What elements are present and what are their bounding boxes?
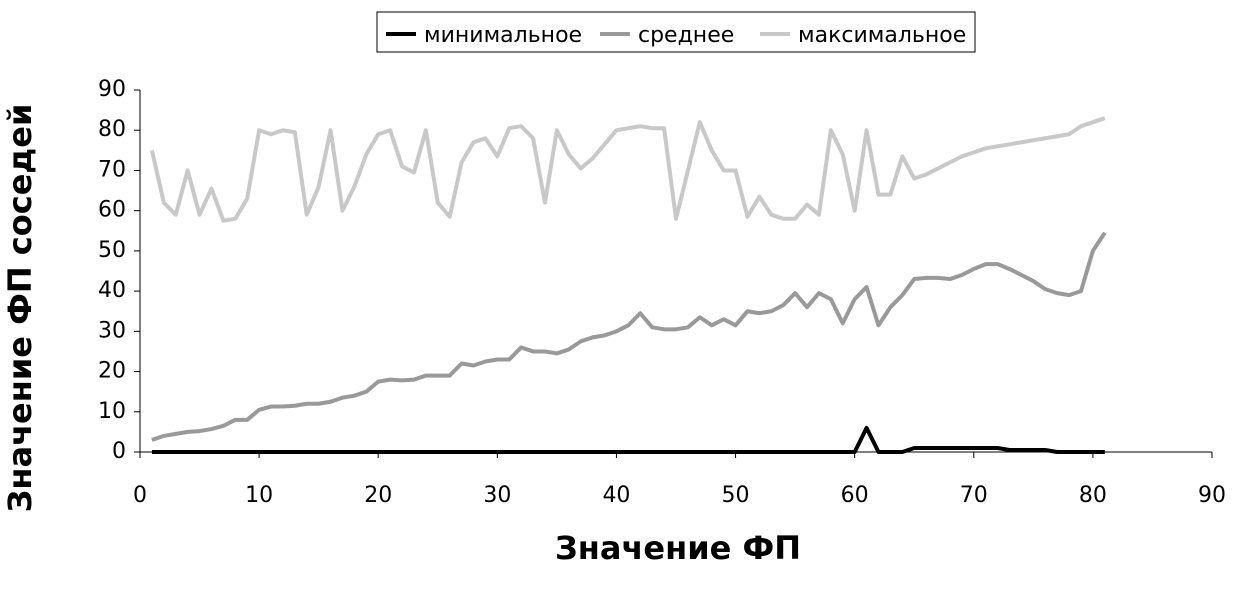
x-tick-label: 0 xyxy=(133,483,147,508)
x-axis-label: Значение ФП xyxy=(555,529,801,567)
x-tick-label: 20 xyxy=(364,483,392,508)
y-tick-label: 0 xyxy=(112,439,126,464)
x-tick-label: 80 xyxy=(1079,483,1107,508)
x-tick-label: 30 xyxy=(483,483,511,508)
y-tick-label: 30 xyxy=(98,318,126,343)
y-tick-label: 60 xyxy=(98,198,126,223)
y-tick-label: 70 xyxy=(98,157,126,182)
y-tick-label: 90 xyxy=(98,77,126,102)
legend-box xyxy=(376,11,976,53)
y-tick-label: 80 xyxy=(98,117,126,142)
legend-label: минимальное xyxy=(424,23,582,48)
x-tick-label: 50 xyxy=(722,483,750,508)
legend-label: среднее xyxy=(638,23,734,48)
x-tick-label: 40 xyxy=(602,483,630,508)
x-tick-label: 60 xyxy=(841,483,869,508)
y-tick-label: 10 xyxy=(98,399,126,424)
x-tick-label: 70 xyxy=(960,483,988,508)
series-line xyxy=(151,425,1105,454)
y-tick-label: 40 xyxy=(98,278,126,303)
x-tick-label: 10 xyxy=(245,483,273,508)
series-line xyxy=(151,231,1107,442)
y-tick-label: 50 xyxy=(98,238,126,263)
y-tick-label: 20 xyxy=(98,359,126,384)
legend-label: максимальное xyxy=(798,23,966,48)
x-tick-label: 90 xyxy=(1198,483,1226,508)
series-line xyxy=(149,116,1106,223)
y-axis-label: Значение ФП соседей xyxy=(1,104,39,513)
